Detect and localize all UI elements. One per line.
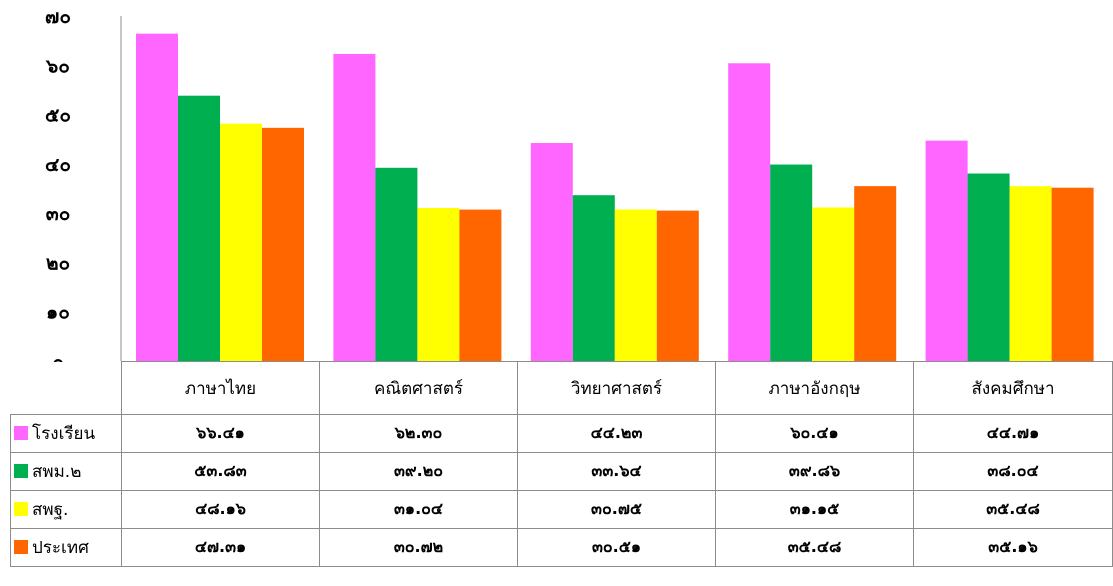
data-label: ๓๕.๑๖: [913, 528, 1113, 567]
legend-swatch: [14, 464, 28, 478]
x-category-label: ภาษาไทย: [121, 361, 320, 415]
bar: [770, 164, 813, 361]
x-category-label: คณิตศาสตร์: [319, 361, 518, 415]
y-tick-label: ๓๐: [46, 203, 71, 225]
bar: [136, 33, 178, 361]
data-table: ภาษาไทย คณิตศาสตร์ วิทยาศาสตร์ ภาษาอังกฤษ สั…: [10, 361, 1113, 567]
data-label: ๓๙.๒๐: [319, 452, 518, 491]
data-label: ๖๖.๔๑: [121, 414, 320, 453]
x-category-label: ภาษาอังกฤษ: [715, 361, 914, 415]
series-name: ประเทศ: [32, 538, 89, 558]
bar: [262, 127, 304, 361]
bar: [333, 53, 376, 361]
y-tick-label: ๒๐: [46, 252, 70, 274]
bars-group: [136, 33, 1094, 361]
y-tick-label: ๖๐: [45, 55, 70, 77]
bar: [925, 140, 968, 361]
category-header-row: ภาษาไทย คณิตศาสตร์ วิทยาศาสตร์ ภาษาอังกฤษ สั…: [10, 361, 1113, 415]
x-category-label: วิทยาศาสตร์: [517, 361, 716, 415]
series-name: โรงเรียน: [32, 424, 96, 444]
data-label: ๔๘.๑๖: [121, 490, 320, 529]
legend-entry: สพฐ.: [10, 490, 122, 529]
legend-entry: ประเทศ: [10, 528, 122, 567]
legend-swatch: [14, 540, 28, 554]
series-name: สพฐ.: [32, 500, 69, 520]
bar: [375, 167, 418, 361]
data-label: ๓๕.๔๘: [715, 528, 914, 567]
table-row: สพม.๒ ๕๓.๘๓ ๓๙.๒๐ ๓๓.๖๔ ๓๙.๘๖ ๓๘.๐๔: [10, 452, 1113, 491]
bar: [812, 207, 855, 361]
bar: [614, 209, 657, 361]
table-corner: [10, 361, 122, 415]
y-tick-label: ๐: [52, 351, 64, 362]
y-tick-label: ๗๐: [45, 6, 71, 28]
bar: [1051, 187, 1094, 361]
data-label: ๓๐.๕๑: [517, 528, 716, 567]
bar: [728, 63, 771, 361]
data-label: ๖๐.๔๑: [715, 414, 914, 453]
bar: [1009, 186, 1052, 361]
bar: [220, 123, 262, 361]
y-tick-label: ๑๐: [46, 302, 70, 324]
data-label: ๔๗.๓๑: [121, 528, 320, 567]
data-label: ๓๕.๔๘: [913, 490, 1113, 529]
bar: [854, 186, 897, 361]
data-label: ๓๙.๘๖: [715, 452, 914, 491]
y-tick-label: ๔๐: [45, 154, 71, 176]
table-row: โรงเรียน ๖๖.๔๑ ๖๒.๓๐ ๔๔.๒๓ ๖๐.๔๑ ๔๔.๗๑: [10, 414, 1113, 453]
chart-plot-area: ๐ ๑๐ ๒๐ ๓๐ ๔๐ ๕๐ ๖๐ ๗๐: [45, 6, 1094, 362]
bar: [572, 195, 615, 361]
table-row: สพฐ. ๔๘.๑๖ ๓๑.๐๔ ๓๐.๗๕ ๓๑.๑๕ ๓๕.๔๘: [10, 490, 1113, 529]
bar: [967, 173, 1010, 361]
x-category-label: สังคมศึกษา: [913, 361, 1113, 415]
legend-entry: สพม.๒: [10, 452, 122, 491]
data-label: ๕๓.๘๓: [121, 452, 320, 491]
data-label: ๓๑.๑๕: [715, 490, 914, 529]
data-label: ๓๑.๐๔: [319, 490, 518, 529]
series-name: สพม.๒: [32, 462, 82, 482]
bar: [459, 209, 502, 361]
y-axis-ticks: ๐ ๑๐ ๒๐ ๓๐ ๔๐ ๕๐ ๖๐ ๗๐: [45, 6, 71, 362]
data-label: ๔๔.๗๑: [913, 414, 1113, 453]
data-label: ๓๐.๗๕: [517, 490, 716, 529]
data-label: ๓๓.๖๔: [517, 452, 716, 491]
legend-swatch: [14, 502, 28, 516]
legend-swatch: [14, 426, 28, 440]
table-row: ประเทศ ๔๗.๓๑ ๓๐.๗๒ ๓๐.๕๑ ๓๕.๔๘ ๓๕.๑๖: [10, 528, 1113, 567]
legend-entry: โรงเรียน: [10, 414, 122, 453]
data-label: ๖๒.๓๐: [319, 414, 518, 453]
bar: [417, 208, 460, 361]
data-label: ๓๘.๐๔: [913, 452, 1113, 491]
bar: [178, 95, 220, 361]
data-label: ๓๐.๗๒: [319, 528, 518, 567]
bar: [530, 143, 573, 361]
data-label: ๔๔.๒๓: [517, 414, 716, 453]
y-tick-label: ๕๐: [45, 105, 71, 127]
bar: [656, 210, 699, 361]
